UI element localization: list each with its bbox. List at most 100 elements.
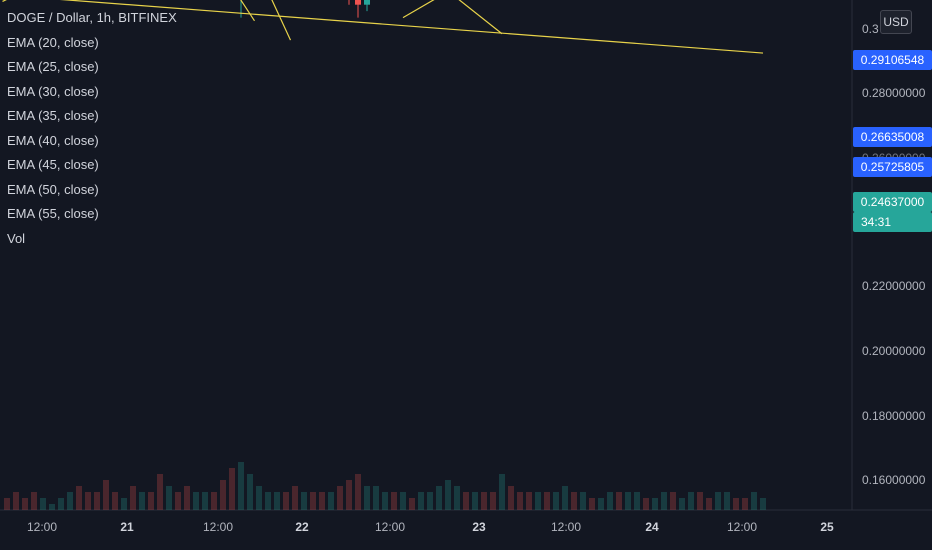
currency-button[interactable]: USD <box>880 10 912 34</box>
volume-bar <box>112 492 118 510</box>
volume-bar <box>454 486 460 510</box>
legend-ema-40[interactable]: EMA (40, close) <box>7 132 99 148</box>
volume-bar <box>508 486 514 510</box>
volume-bar <box>319 492 325 510</box>
time-tick: 12:00 <box>374 520 406 534</box>
volume-bar <box>463 492 469 510</box>
price-tick-top: 0.3 <box>862 22 879 36</box>
volume-bar <box>292 486 298 510</box>
volume-bar <box>103 480 109 510</box>
volume-bar <box>544 492 550 510</box>
volume-bar <box>40 498 46 510</box>
volume-bar <box>661 492 667 510</box>
chart-legend: DOGE / Dollar, 1h, BITFINEX EMA (20, clo… <box>7 6 177 251</box>
volume-bar <box>265 492 271 510</box>
volume-bar <box>706 498 712 510</box>
volume-bar <box>337 486 343 510</box>
price-tick: 0.28000000 <box>862 86 926 100</box>
time-tick: 12:00 <box>550 520 582 534</box>
volume-bar <box>193 492 199 510</box>
volume-bar <box>13 492 19 510</box>
volume-bar <box>85 492 91 510</box>
symbol-title[interactable]: DOGE / Dollar, 1h, BITFINEX <box>7 10 177 25</box>
volume-bar <box>4 498 10 510</box>
legend-ema-45[interactable]: EMA (45, close) <box>7 157 99 172</box>
volume-bar <box>652 498 658 510</box>
volume-bar <box>166 486 172 510</box>
volume-bar <box>526 492 532 510</box>
volume-bar <box>202 492 208 510</box>
volume-bar <box>391 492 397 510</box>
time-tick-day: 22 <box>295 520 309 534</box>
time-tick-day: 21 <box>120 520 134 534</box>
legend-ema-35[interactable]: EMA (35, close) <box>7 108 99 123</box>
volume-bar <box>598 498 604 510</box>
volume-bar <box>364 486 370 510</box>
legend-ema-20[interactable]: EMA (20, close) <box>7 34 99 50</box>
legend-ema-55[interactable]: EMA (55, close) <box>7 206 99 221</box>
volume-bar <box>67 492 73 510</box>
countdown-badge: 34:31 <box>853 212 932 232</box>
legend-volume[interactable]: Vol <box>7 230 26 246</box>
volume-bar <box>274 492 280 510</box>
trend-line <box>59 0 764 54</box>
time-tick: 12:00 <box>202 520 234 534</box>
level-badge: 0.29106548 <box>853 50 932 70</box>
volume-bar <box>607 492 613 510</box>
candle-down <box>355 0 361 5</box>
volume-bar <box>148 492 154 510</box>
volume-bar <box>382 492 388 510</box>
volume-bar <box>499 474 505 510</box>
volume-bar <box>157 474 163 510</box>
volume-bar <box>409 498 415 510</box>
level-badge: 0.25725805 <box>853 157 932 177</box>
volume-bar <box>247 474 253 510</box>
volume-bar <box>76 486 82 510</box>
legend-ema-25[interactable]: EMA (25, close) <box>7 59 99 74</box>
volume-bar <box>445 480 451 510</box>
volume-bar <box>643 498 649 510</box>
volume-bar <box>346 480 352 510</box>
volume-bar <box>256 486 262 510</box>
last-price-badge: 0.24637000 <box>853 192 932 212</box>
volume-bar <box>436 486 442 510</box>
volume-bar <box>328 492 334 510</box>
volume-bar <box>580 492 586 510</box>
volume-bar <box>427 492 433 510</box>
price-tick: 0.16000000 <box>862 473 926 487</box>
volume-bar <box>742 498 748 510</box>
volume-bar <box>751 492 757 510</box>
volume-bar <box>310 492 316 510</box>
volume-bar <box>211 492 217 510</box>
legend-ema-50[interactable]: EMA (50, close) <box>7 181 99 197</box>
volume-bar <box>562 486 568 510</box>
volume-bar <box>517 492 523 510</box>
volume-bar <box>175 492 181 510</box>
volume-bar <box>571 492 577 510</box>
volume-bar <box>697 492 703 510</box>
level-badge: 0.26635008 <box>853 127 932 147</box>
volume-bar <box>418 492 424 510</box>
volume-bar <box>616 492 622 510</box>
price-tick: 0.18000000 <box>862 409 926 423</box>
volume-bar <box>139 492 145 510</box>
volume-bar <box>184 486 190 510</box>
volume-bar <box>760 498 766 510</box>
volume-bar <box>355 474 361 510</box>
volume-bar <box>58 498 64 510</box>
time-tick-day: 25 <box>820 520 834 534</box>
volume-bar <box>31 492 37 510</box>
volume-bar <box>229 468 235 510</box>
time-tick-day: 23 <box>472 520 486 534</box>
volume-bar <box>679 498 685 510</box>
legend-ema-30[interactable]: EMA (30, close) <box>7 83 99 99</box>
volume-bar <box>121 498 127 510</box>
volume-bar <box>22 498 28 510</box>
volume-bar <box>490 492 496 510</box>
time-tick: 12:00 <box>726 520 758 534</box>
time-tick: 12:00 <box>26 520 58 534</box>
volume-bar <box>535 492 541 510</box>
time-tick-day: 24 <box>645 520 659 534</box>
volume-bar <box>625 492 631 510</box>
